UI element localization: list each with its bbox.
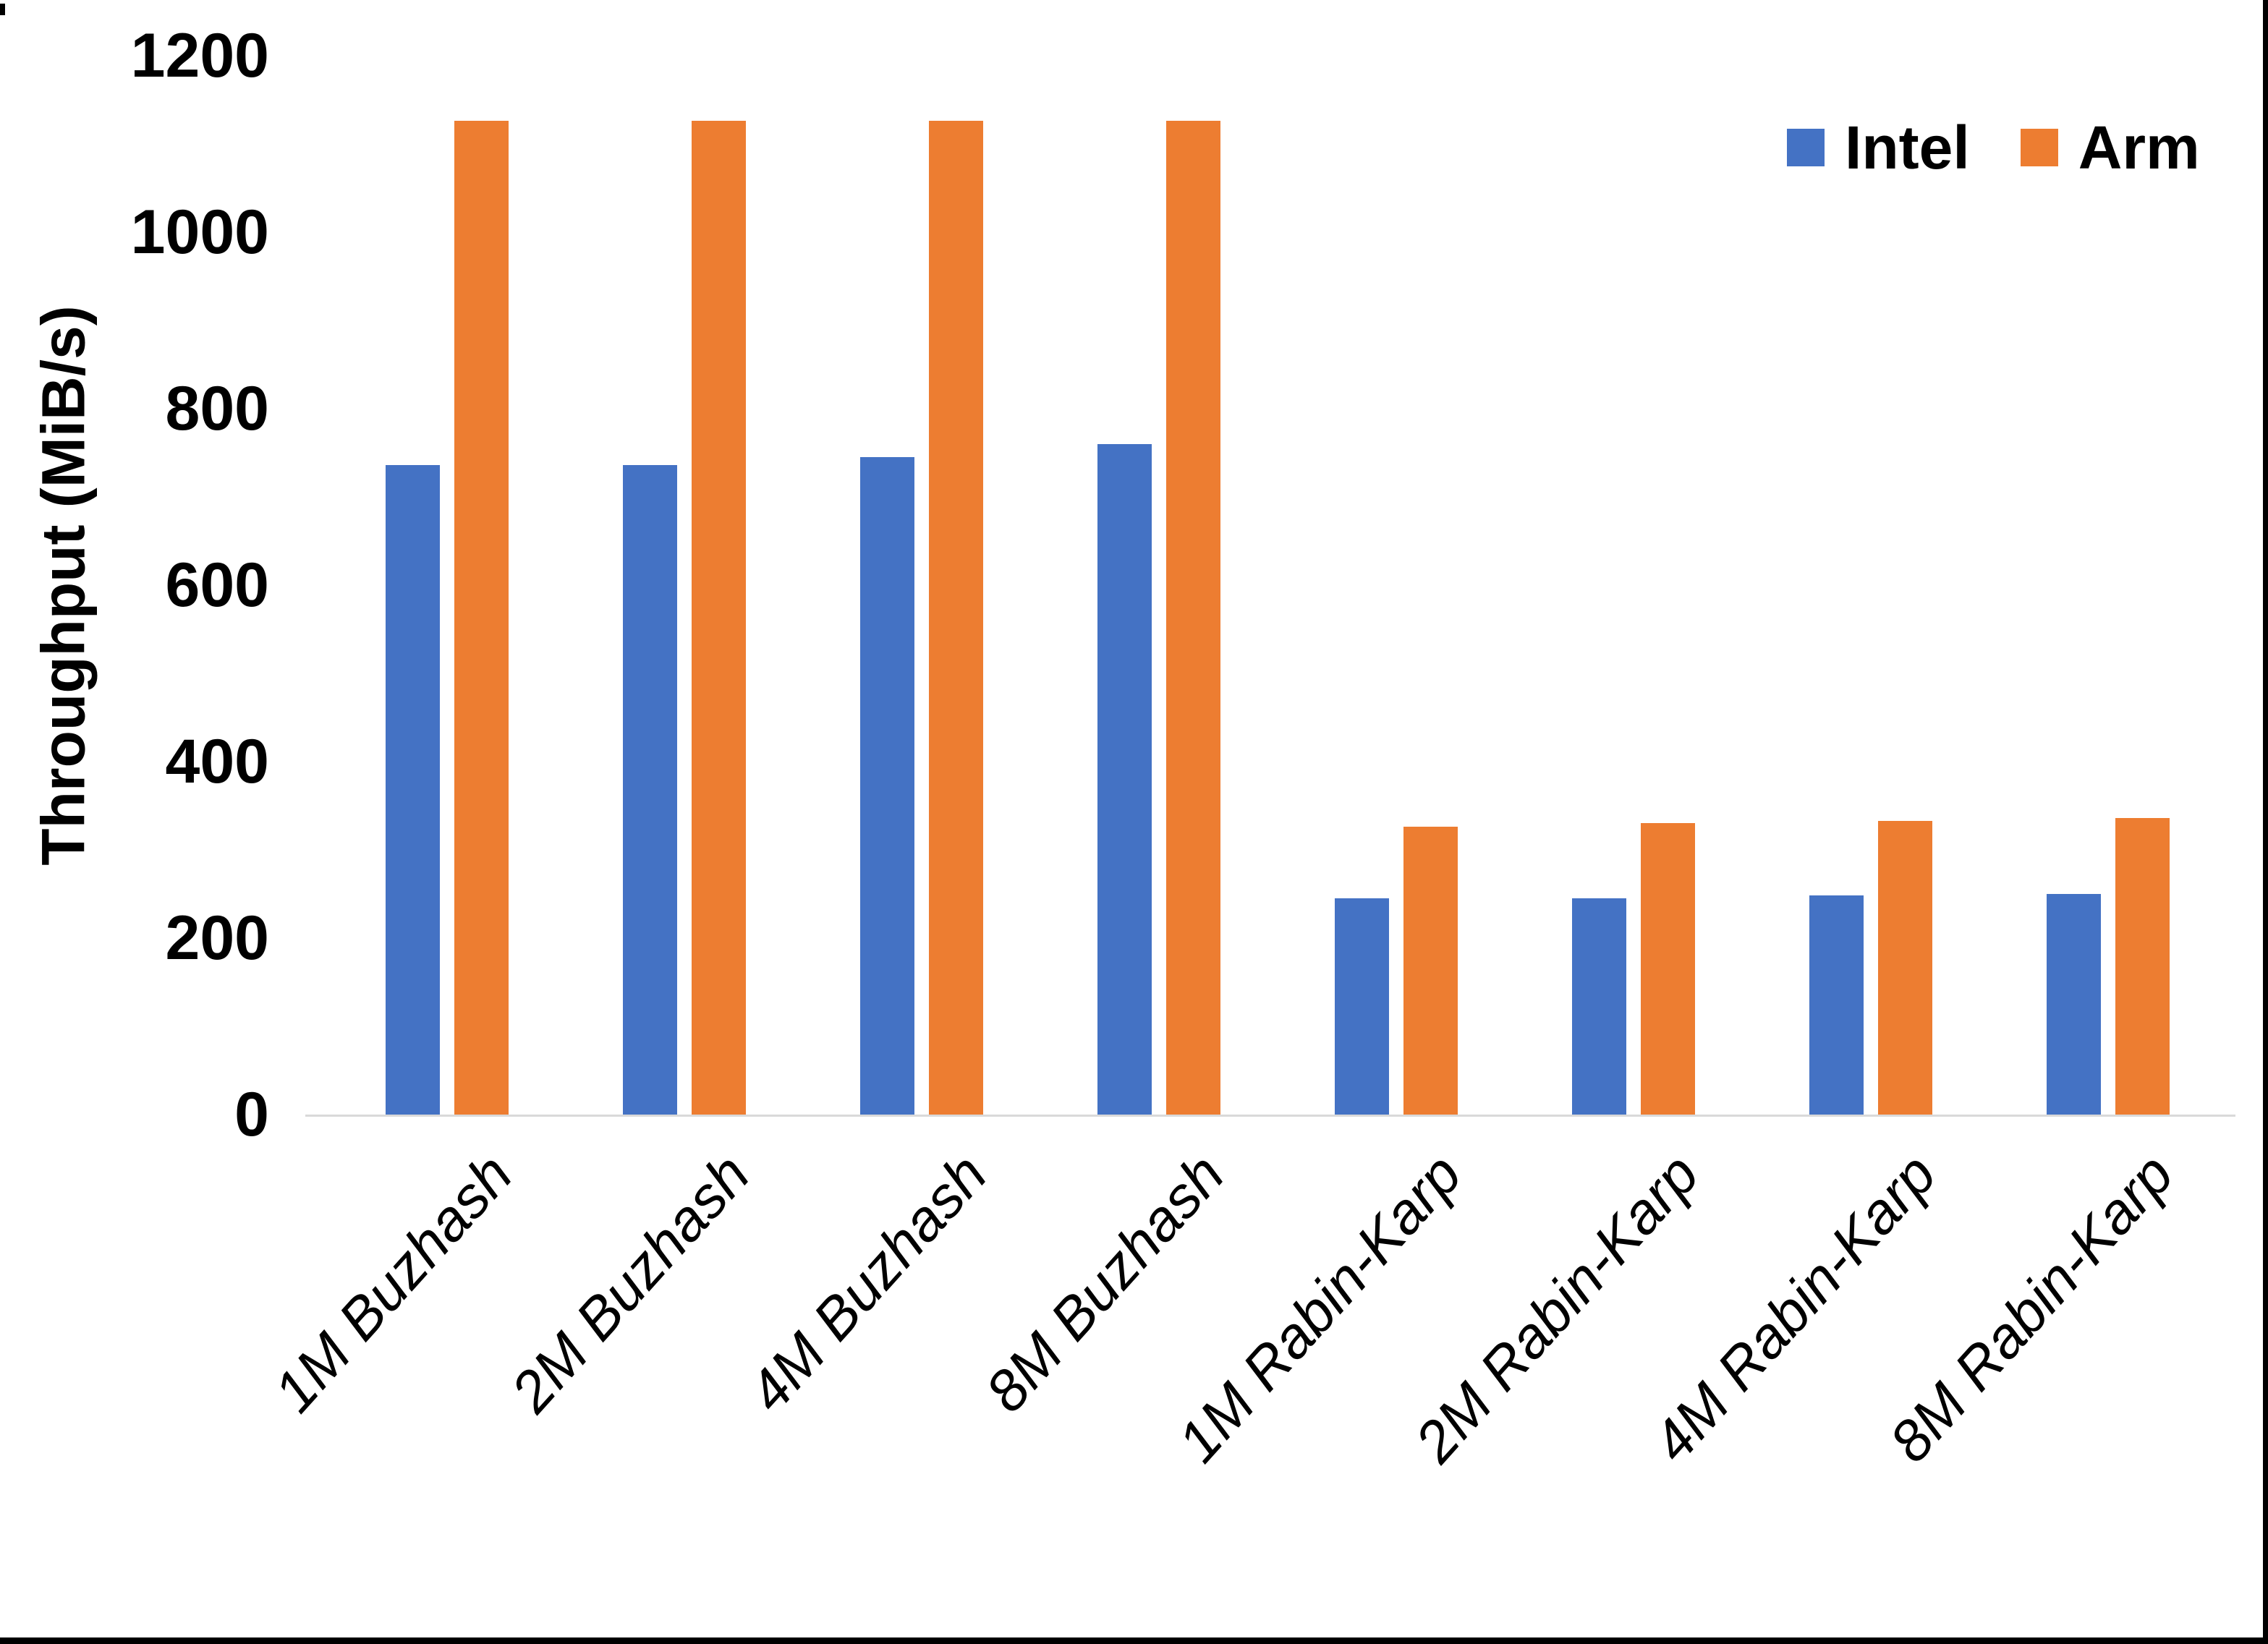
bar-intel-1m-rabin-karp: [1335, 898, 1389, 1115]
bar-group: [1278, 56, 1515, 1115]
bar-arm-8m-rabin-karp: [2115, 818, 2170, 1115]
bar-group: [803, 56, 1040, 1115]
plot-area: [305, 56, 2235, 1117]
y-axis-tick-label: 200: [165, 903, 270, 973]
bar-group: [1515, 56, 1752, 1115]
bar-arm-4m-rabin-karp: [1878, 820, 1932, 1115]
y-axis-tick-label: 600: [165, 550, 270, 620]
bar-group: [566, 56, 803, 1115]
legend-item-intel: Intel: [1787, 114, 1970, 182]
bar-intel-4m-rabin-karp: [1809, 895, 1864, 1115]
bar-intel-8m-buzhash: [1097, 443, 1152, 1115]
y-axis-tick-label: 0: [234, 1080, 269, 1149]
bar-arm-1m-buzhash: [454, 121, 509, 1115]
legend-swatch-intel: [1787, 129, 1825, 166]
bar-group: [328, 56, 566, 1115]
y-axis-tick-label: 1000: [130, 197, 269, 267]
screenshot-right-border: [2263, 0, 2268, 1644]
bar-intel-2m-rabin-karp: [1572, 898, 1626, 1115]
screenshot-bottom-border: [0, 1637, 2268, 1644]
bar-arm-1m-rabin-karp: [1403, 827, 1458, 1115]
legend-item-arm: Arm: [2020, 114, 2200, 182]
bar-group: [1989, 56, 2227, 1115]
screenshot-corner-fragment: [0, 4, 5, 15]
bar-arm-8m-buzhash: [1166, 121, 1220, 1115]
bar-intel-8m-rabin-karp: [2047, 894, 2101, 1115]
bar-group: [1752, 56, 1989, 1115]
bar-intel-2m-buzhash: [623, 465, 677, 1115]
bar-intel-4m-buzhash: [860, 457, 914, 1115]
legend-label-intel: Intel: [1845, 114, 1970, 182]
legend-label-arm: Arm: [2078, 114, 2200, 182]
bar-intel-1m-buzhash: [386, 465, 440, 1115]
chart-legend: Intel Arm: [1787, 114, 2200, 182]
y-axis-tick-label: 1200: [130, 21, 269, 90]
legend-swatch-arm: [2020, 129, 2058, 166]
bar-arm-2m-rabin-karp: [1641, 823, 1695, 1115]
bar-groups: [328, 56, 2227, 1115]
y-axis-tick-label: 800: [165, 374, 270, 443]
bar-arm-2m-buzhash: [692, 121, 746, 1115]
bar-group: [1040, 56, 1278, 1115]
y-axis-tick-label: 400: [165, 727, 270, 796]
bar-arm-4m-buzhash: [929, 121, 983, 1115]
